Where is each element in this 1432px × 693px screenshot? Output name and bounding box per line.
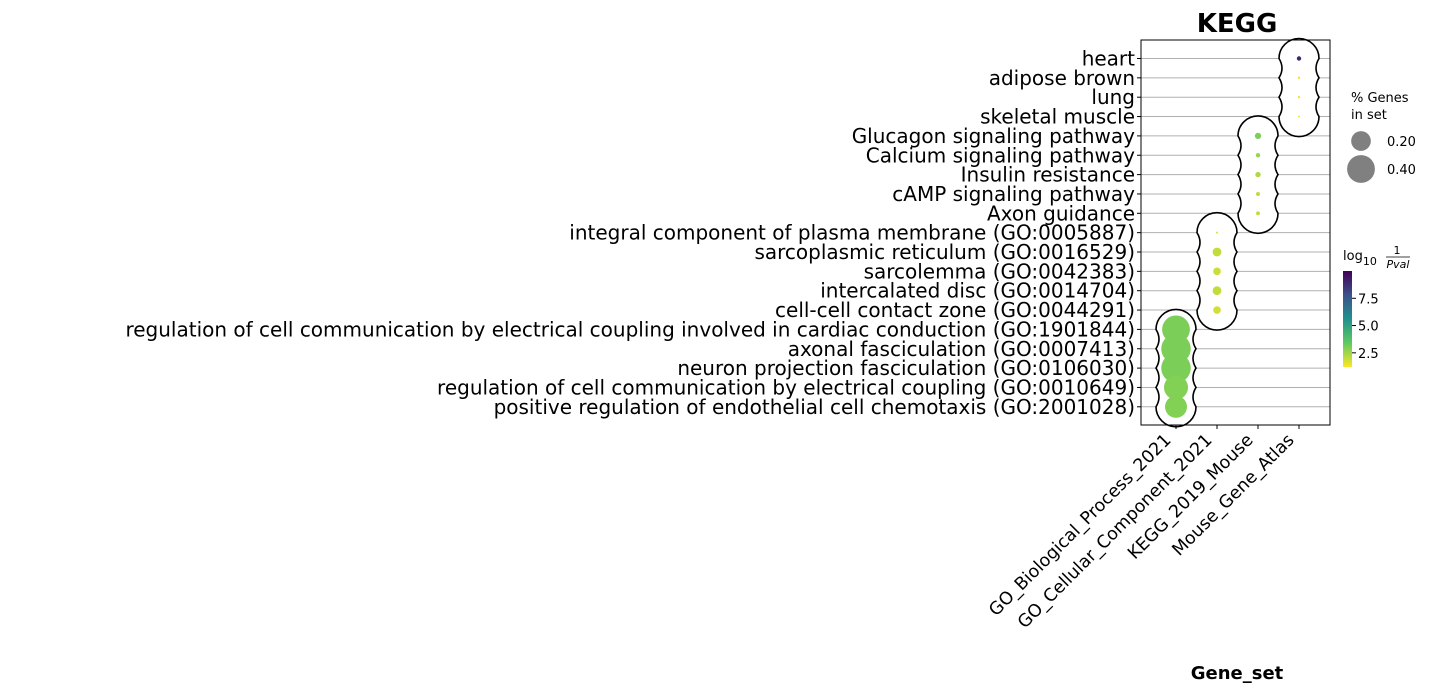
data-point <box>1255 171 1261 178</box>
size-legend-title-line1: % Genes <box>1351 91 1409 106</box>
y-tick-label: heart <box>1082 47 1135 71</box>
size-legend-marker <box>1347 155 1375 183</box>
data-point <box>1255 153 1261 158</box>
size-legend-title-line2: in set <box>1351 108 1387 123</box>
y-tick-label: sarcoplasmic reticulum (GO:0016529) <box>754 240 1135 264</box>
size-legend-label: 0.20 <box>1387 135 1416 150</box>
data-point <box>1297 96 1301 99</box>
colorbar <box>1343 271 1352 367</box>
color-legend-denominator: Pval <box>1387 258 1410 271</box>
color-legend-title: log10 <box>1343 249 1377 268</box>
y-tick-label: integral component of plasma membrane (G… <box>569 221 1135 245</box>
y-tick-label: intercalated disc (GO:0014704) <box>820 279 1135 303</box>
y-tick-label: Glucagon signaling pathway <box>852 124 1135 148</box>
y-tick-label: lung <box>1091 85 1135 109</box>
colorbar-tick-label: 7.5 <box>1358 292 1379 307</box>
x-axis-title: Gene_set <box>1191 663 1284 684</box>
y-tick-label: regulation of cell communication by elec… <box>437 375 1135 399</box>
data-point <box>1298 115 1300 118</box>
data-point <box>1161 353 1191 383</box>
chart-title: KEGG <box>1197 9 1278 39</box>
data-point <box>1212 247 1222 257</box>
y-tick-label: cell-cell contact zone (GO:0044291) <box>775 298 1135 322</box>
colorbar-tick-label: 5.0 <box>1358 320 1379 335</box>
y-tick-label: positive regulation of endothelial cell … <box>494 395 1135 419</box>
y-tick-label: regulation of cell communication by elec… <box>125 317 1135 341</box>
data-point <box>1213 267 1221 276</box>
data-point <box>1216 231 1218 234</box>
size-legend-label: 0.40 <box>1387 163 1416 178</box>
data-point <box>1254 132 1262 140</box>
color-legend: log10 1 Pval 2.5 5.0 7.5 <box>1343 244 1410 367</box>
data-point <box>1165 395 1187 418</box>
data-point <box>1213 306 1221 314</box>
y-tick-label: Calcium signaling pathway <box>866 143 1135 167</box>
y-tick-label: cAMP signaling pathway <box>892 182 1135 206</box>
data-point <box>1256 191 1260 196</box>
data-point <box>1297 76 1301 80</box>
data-point <box>1163 375 1189 400</box>
color-legend-numerator: 1 <box>1394 244 1401 257</box>
y-tick-label: skeletal muscle <box>980 105 1135 129</box>
colorbar-tick-label: 2.5 <box>1358 347 1379 362</box>
size-legend: % Genes in set 0.20 0.40 <box>1347 91 1416 183</box>
data-point <box>1256 211 1260 216</box>
gene-set-group-outline <box>1278 37 1320 138</box>
data-point <box>1212 286 1222 296</box>
y-tick-label: sarcolemma (GO:0042383) <box>864 259 1135 283</box>
x-tick-labels: GO_Biological_Process_2021GO_Cellular_Co… <box>985 425 1300 633</box>
y-tick-label: axonal fasciculation (GO:0007413) <box>788 337 1135 361</box>
y-tick-label: neuron projection fasciculation (GO:0106… <box>677 356 1135 380</box>
size-legend-marker <box>1351 131 1371 151</box>
data-point <box>1296 56 1302 61</box>
y-tick-label: Axon guidance <box>987 201 1135 225</box>
y-tick-label: adipose brown <box>989 66 1135 90</box>
data-points <box>1161 56 1302 418</box>
y-tick-label: Insulin resistance <box>961 163 1135 187</box>
